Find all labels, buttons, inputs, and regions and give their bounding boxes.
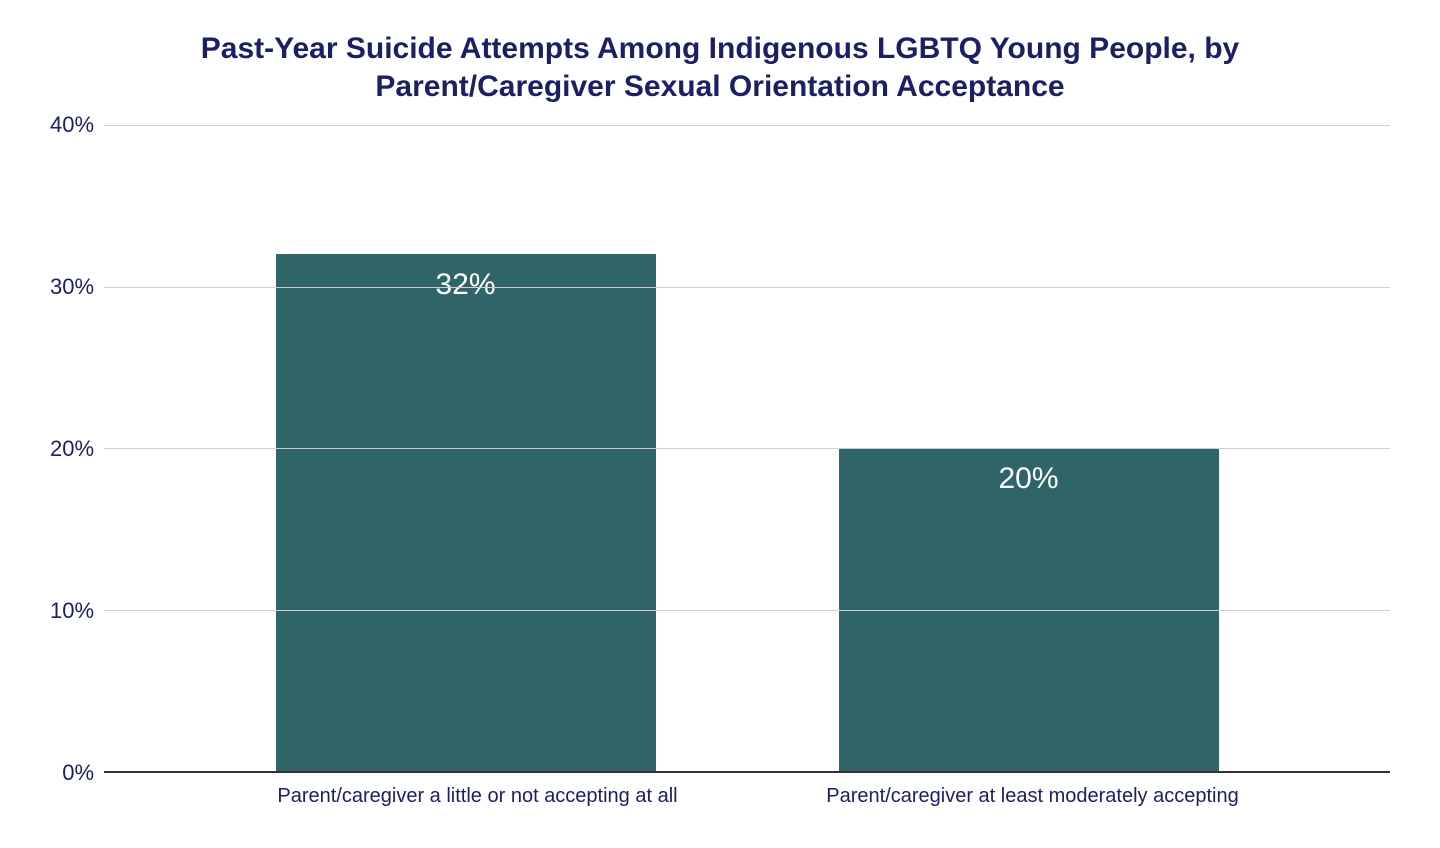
y-tick-label: 30%	[50, 276, 94, 298]
bar-value-label: 20%	[839, 462, 1219, 496]
gridline	[104, 287, 1390, 288]
bar-value-label: 32%	[276, 268, 656, 302]
y-axis: 40% 30% 20% 10% 0%	[50, 114, 104, 784]
chart-container: Past-Year Suicide Attempts Among Indigen…	[0, 0, 1440, 848]
y-tick-label: 20%	[50, 438, 94, 460]
x-tick-label: Parent/caregiver a little or not accepti…	[200, 785, 755, 808]
y-tick-label: 40%	[50, 114, 94, 136]
x-axis-inner: Parent/caregiver a little or not accepti…	[120, 785, 1390, 808]
y-tick-label: 10%	[50, 600, 94, 622]
bar: 32%	[276, 254, 656, 771]
x-axis: Parent/caregiver a little or not accepti…	[50, 773, 1390, 808]
gridline	[104, 125, 1390, 126]
gridline	[104, 610, 1390, 611]
plot-area: 32% 20%	[104, 125, 1390, 773]
gridline	[104, 448, 1390, 449]
x-tick-label: Parent/caregiver at least moderately acc…	[755, 785, 1310, 808]
plot-row: 40%30%20%10%0% 32%20%	[50, 125, 1390, 773]
y-tick-label: 0%	[62, 762, 94, 784]
chart-title: Past-Year Suicide Attempts Among Indigen…	[170, 30, 1270, 105]
